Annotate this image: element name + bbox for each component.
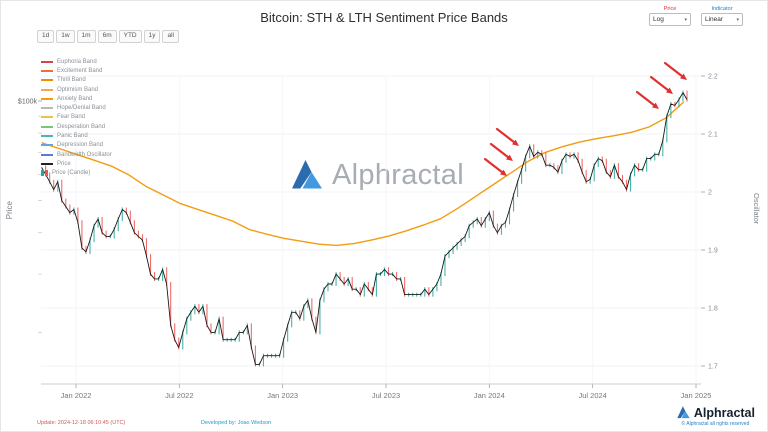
range-buttons: 1d 1w 1m 6m YTD 1y all: [37, 30, 181, 43]
line-swatch-icon: [41, 88, 53, 91]
svg-text:Jul 2023: Jul 2023: [372, 391, 400, 400]
legend-item[interactable]: Thrill Band: [41, 76, 112, 85]
line-swatch-icon: [41, 69, 53, 72]
developer-credit[interactable]: Developed by: Joao Wedson: [201, 420, 272, 426]
brand-row: Alphractal: [676, 405, 755, 420]
legend-item-label: Excitement Band: [57, 67, 103, 74]
brand-copyright: © Alphractal all rights reserved: [681, 421, 750, 427]
legend-item[interactable]: Panic Band: [41, 131, 112, 140]
svg-text:2.2: 2.2: [708, 74, 718, 81]
legend-item-label: Optimism Band: [57, 86, 99, 93]
left-axis-title: Price: [5, 201, 14, 220]
brand-footer[interactable]: Alphractal © Alphractal all rights reser…: [676, 405, 755, 427]
svg-text:Jan 2025: Jan 2025: [681, 391, 712, 400]
range-button-1d[interactable]: 1d: [37, 30, 55, 43]
svg-text:1.7: 1.7: [708, 364, 718, 371]
line-swatch-icon: [41, 79, 53, 82]
legend-item-label: Thrill Band: [57, 77, 86, 84]
legend-item-label: Price: [57, 160, 71, 167]
chevron-down-icon: ▾: [736, 16, 739, 23]
line-swatch-icon: [41, 153, 53, 156]
legend-item-label: Fear Band: [57, 114, 86, 121]
legend-item-label: Price (Candle): [52, 170, 91, 177]
candle-swatch-icon: [41, 170, 48, 177]
svg-text:$100k: $100k: [18, 99, 38, 106]
indicator-scale-control: Indicator Linear ▾: [701, 6, 743, 26]
legend-item[interactable]: Hope/Denial Band: [41, 103, 112, 112]
svg-text:2: 2: [708, 190, 712, 197]
price-scale-control: Price Log ▾: [649, 6, 691, 26]
line-swatch-icon: [41, 144, 53, 147]
range-button-all[interactable]: all: [162, 30, 179, 43]
line-swatch-icon: [41, 107, 53, 110]
price-scale-label: Price: [663, 6, 677, 12]
legend-item[interactable]: Anxiety Band: [41, 94, 112, 103]
legend-item-label: Depression Band: [57, 142, 104, 149]
svg-text:Jan 2022: Jan 2022: [61, 391, 92, 400]
legend-item-label: Euphoria Band: [57, 58, 97, 65]
page-title: Bitcoin: STH & LTH Sentiment Price Bands: [260, 10, 508, 25]
price-scale-select[interactable]: Log ▾: [649, 13, 691, 26]
legend-item-label: Desperation Band: [57, 123, 106, 130]
line-swatch-icon: [41, 125, 53, 128]
line-swatch-icon: [41, 116, 53, 119]
range-button-1m[interactable]: 1m: [76, 30, 96, 43]
axis-controls: Price Log ▾ Indicator Linear ▾: [649, 6, 743, 26]
svg-text:Jul 2024: Jul 2024: [578, 391, 606, 400]
legend-item[interactable]: Price: [41, 159, 112, 168]
legend-item[interactable]: Bandwidth Oscillator: [41, 150, 112, 159]
update-timestamp: Update: 2024-12-18 06:10:45 (UTC): [37, 420, 126, 426]
legend-item[interactable]: Price (Candle): [41, 169, 112, 178]
price-scale-value: Log: [653, 16, 664, 23]
line-swatch-icon: [41, 162, 53, 165]
legend-item[interactable]: Fear Band: [41, 113, 112, 122]
legend-item-label: Bandwidth Oscillator: [57, 151, 112, 158]
brand-name: Alphractal: [693, 405, 755, 420]
svg-text:Jul 2022: Jul 2022: [165, 391, 193, 400]
chart-canvas[interactable]: 2.2 2.1 2 1.9 1.8 1.7 Jan 2022 Jul 2022 Jan 2023…: [1, 49, 768, 409]
alphractal-logo-icon: [677, 406, 690, 419]
line-swatch-icon: [41, 60, 53, 63]
range-button-6m[interactable]: 6m: [97, 30, 117, 43]
range-button-ytd[interactable]: YTD: [118, 30, 142, 43]
indicator-scale-select[interactable]: Linear ▾: [701, 13, 743, 26]
legend-item[interactable]: Depression Band: [41, 141, 112, 150]
indicator-scale-label: Indicator: [711, 6, 733, 12]
svg-text:Jan 2023: Jan 2023: [267, 391, 298, 400]
range-button-1w[interactable]: 1w: [56, 30, 75, 43]
legend: Euphoria Band Excitement Band Thrill Band O…: [41, 57, 112, 178]
line-swatch-icon: [41, 135, 53, 138]
svg-text:2.1: 2.1: [708, 132, 718, 139]
legend-item-label: Panic Band: [57, 133, 88, 140]
legend-item[interactable]: Excitement Band: [41, 66, 112, 75]
right-axis-title: Oscillator: [752, 193, 761, 225]
legend-item[interactable]: Optimism Band: [41, 85, 112, 94]
chevron-down-icon: ▾: [684, 16, 687, 23]
svg-text:Jan 2024: Jan 2024: [474, 391, 505, 400]
svg-text:1.8: 1.8: [708, 306, 718, 313]
range-button-1y[interactable]: 1y: [143, 30, 161, 43]
legend-item-label: Anxiety Band: [57, 95, 93, 102]
line-swatch-icon: [41, 97, 53, 100]
svg-text:1.9: 1.9: [708, 248, 718, 255]
legend-item-label: Hope/Denial Band: [57, 105, 106, 112]
indicator-scale-value: Linear: [705, 16, 724, 23]
legend-item[interactable]: Euphoria Band: [41, 57, 112, 66]
legend-item[interactable]: Desperation Band: [41, 122, 112, 131]
